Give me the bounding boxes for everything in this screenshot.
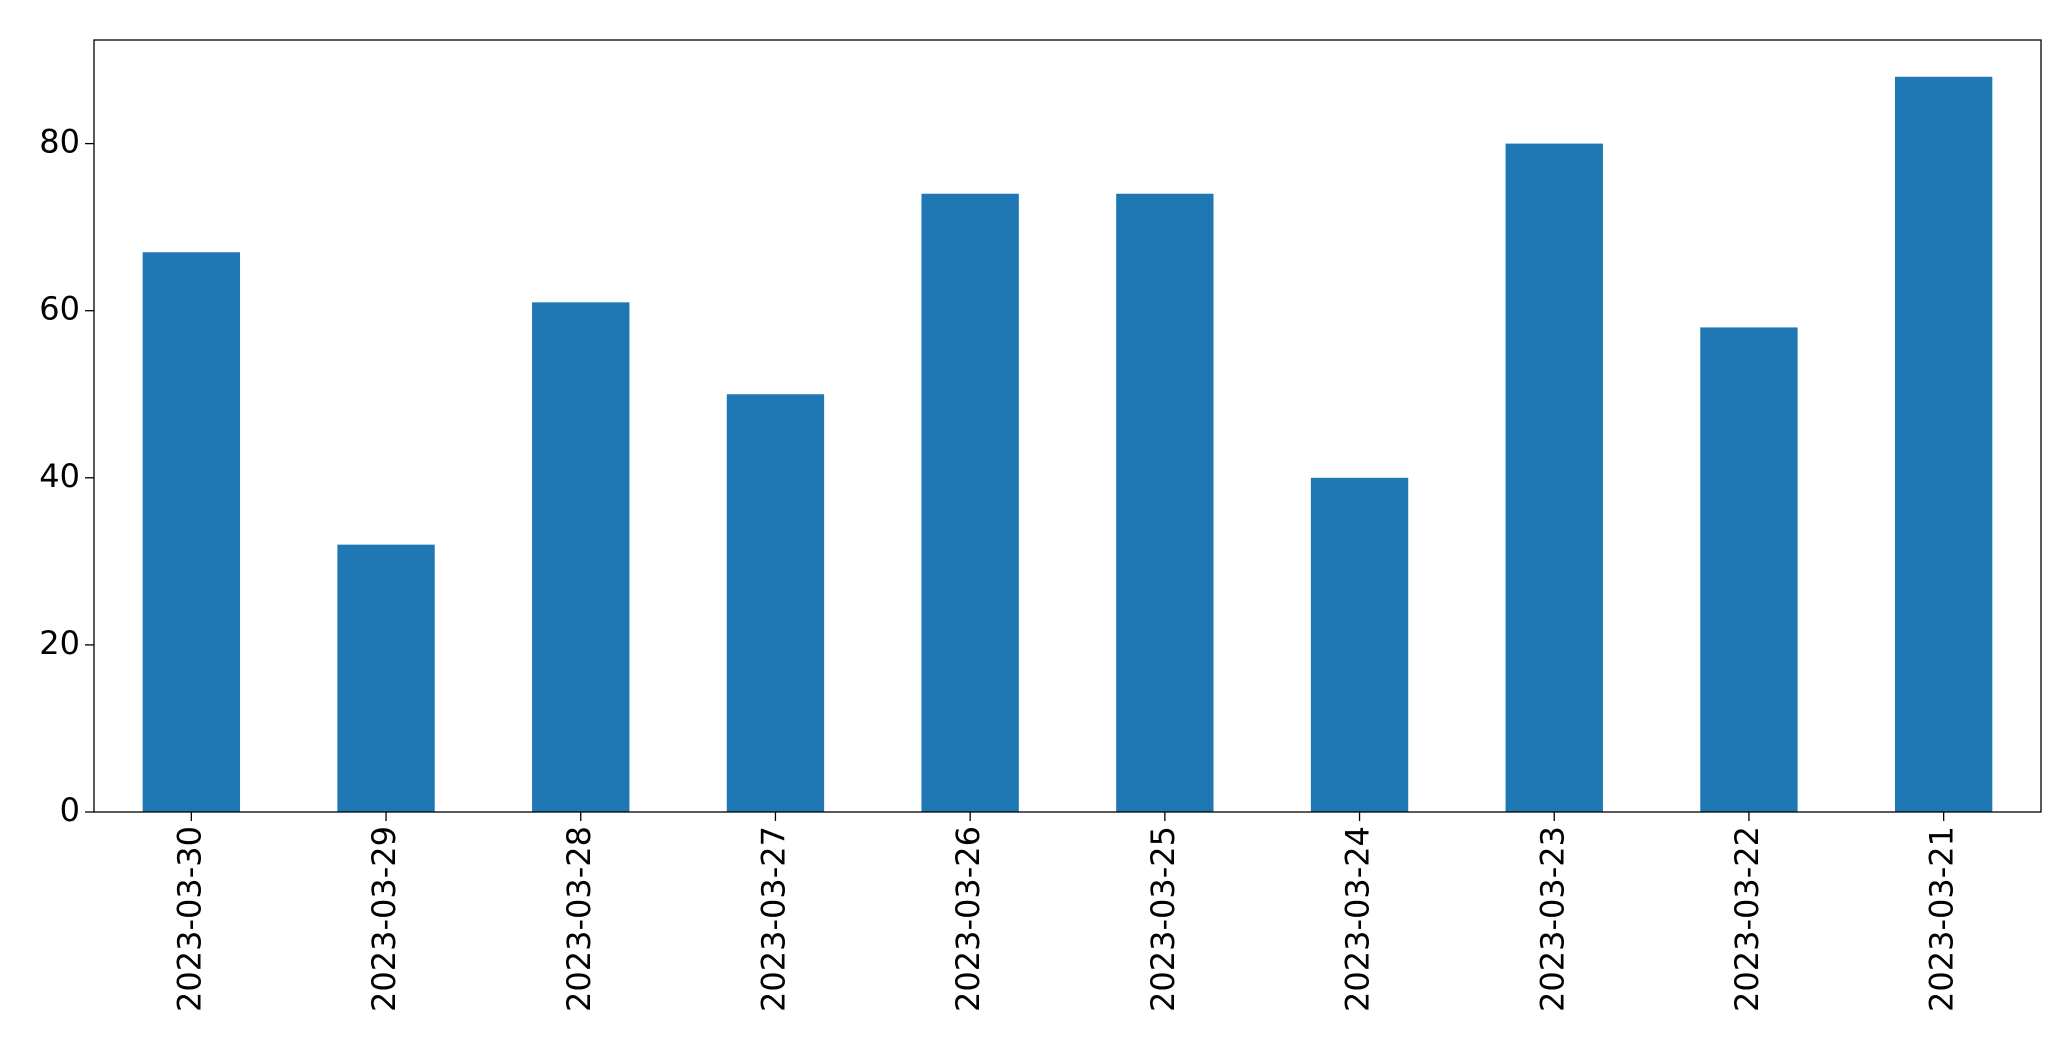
x-tick-label: 2023-03-29 (365, 826, 403, 1012)
plot-frame (93, 39, 2042, 813)
bar (1116, 193, 1214, 813)
x-tick-label: 2023-03-28 (560, 826, 598, 1012)
bar (921, 193, 1019, 813)
x-tick-label: 2023-03-21 (1923, 826, 1961, 1012)
y-tick-label: 80 (39, 123, 80, 161)
y-tick-label: 60 (39, 290, 80, 328)
y-tick-label: 0 (60, 791, 80, 829)
bar (337, 544, 435, 812)
x-tick-label: 2023-03-27 (754, 826, 792, 1012)
y-tick-label: 20 (39, 624, 80, 662)
bar (1894, 76, 1993, 812)
bar (142, 252, 241, 813)
y-tick-label: 40 (39, 457, 80, 495)
x-tick-label: 2023-03-25 (1144, 826, 1182, 1012)
x-tick-label: 2023-03-22 (1728, 826, 1766, 1012)
x-tick-label: 2023-03-26 (949, 826, 987, 1012)
x-tick-label: 2023-03-24 (1339, 826, 1377, 1012)
x-tick-label: 2023-03-30 (170, 826, 208, 1012)
bar (1505, 143, 1603, 812)
x-tick-label: 2023-03-23 (1533, 826, 1571, 1012)
bar (726, 394, 825, 812)
bar (1700, 327, 1798, 812)
bar (1310, 477, 1409, 812)
bar (532, 302, 630, 812)
